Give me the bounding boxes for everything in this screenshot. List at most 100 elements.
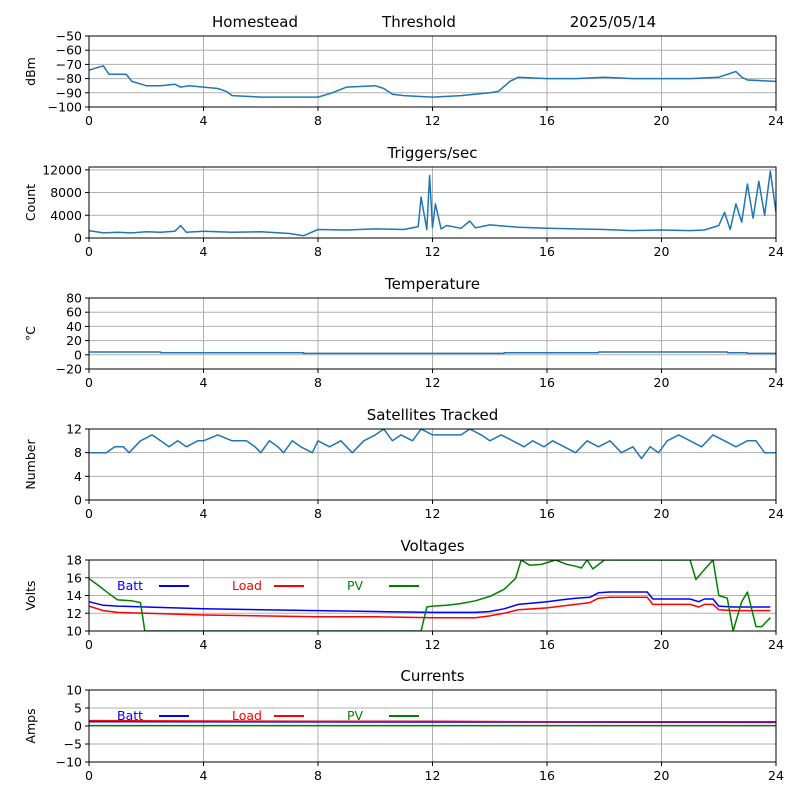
x-tick-label: 8 xyxy=(314,244,322,259)
x-tick-label: 8 xyxy=(314,506,322,521)
x-tick-label: 24 xyxy=(768,375,784,390)
site-name: Homestead xyxy=(212,13,298,31)
x-tick-label: 8 xyxy=(314,768,322,783)
x-tick-label: 12 xyxy=(425,768,441,783)
y-tick-label: −90 xyxy=(56,85,82,100)
y-tick-label: −50 xyxy=(56,29,82,44)
x-tick-label: 0 xyxy=(85,375,93,390)
x-tick-label: 8 xyxy=(314,113,322,128)
legend-label: Load xyxy=(232,578,262,593)
x-tick-label: 24 xyxy=(768,768,784,783)
y-tick-label: 8000 xyxy=(50,185,82,200)
series-line-signal-0 xyxy=(89,65,776,98)
y-axis-label: dBm xyxy=(23,57,38,86)
y-tick-label: 10 xyxy=(66,624,82,639)
y-tick-label: −60 xyxy=(56,43,82,58)
y-tick-label: 8 xyxy=(74,445,82,460)
y-tick-label: 12000 xyxy=(42,162,82,177)
x-tick-label: 16 xyxy=(539,637,555,652)
threshold-label: Threshold xyxy=(381,13,456,31)
y-tick-label: −70 xyxy=(56,57,82,72)
series-line-temperature-0 xyxy=(89,351,776,355)
y-tick-label: −5 xyxy=(64,737,82,752)
chart-title: Satellites Tracked xyxy=(367,406,498,424)
x-tick-label: 12 xyxy=(425,113,441,128)
y-tick-label: 20 xyxy=(66,333,82,348)
chart-signal: 0 4 8 12 16 20 24 −100−90−80−70−60−50 dBm xyxy=(23,29,784,129)
x-tick-label: 0 xyxy=(85,244,93,259)
y-tick-label: 14 xyxy=(66,588,82,603)
x-tick-label: 20 xyxy=(654,768,670,783)
y-tick-label: 60 xyxy=(66,305,82,320)
x-tick-label: 0 xyxy=(85,113,93,128)
y-axis-label: Volts xyxy=(23,580,38,610)
legend: Batt Load PV xyxy=(117,578,419,593)
x-tick-label: 12 xyxy=(425,375,441,390)
legend-label: Batt xyxy=(117,708,143,723)
series-line-pv xyxy=(89,560,771,631)
y-tick-label: 80 xyxy=(66,291,82,306)
y-tick-label: 0 xyxy=(74,347,82,362)
x-tick-label: 0 xyxy=(85,637,93,652)
y-tick-label: 5 xyxy=(74,701,82,716)
x-tick-label: 8 xyxy=(314,637,322,652)
y-tick-label: −10 xyxy=(56,755,82,770)
chart-title: Temperature xyxy=(384,275,480,293)
x-tick-label: 0 xyxy=(85,506,93,521)
legend-label: PV xyxy=(347,708,364,723)
chart-satellites: 0 4 8 12 16 20 24 0 4 8 12 Satellites Tracked Number xyxy=(23,406,784,521)
x-tick-label: 16 xyxy=(539,375,555,390)
series-line-load xyxy=(89,596,771,619)
chart-triggers: 0 4 8 12 16 20 24 0 4000 8000 12000 Triggers/sec Cou… xyxy=(23,144,784,259)
series-line-satellites-0 xyxy=(89,429,776,460)
x-tick-label: 16 xyxy=(539,244,555,259)
y-tick-label: 18 xyxy=(66,553,82,568)
y-tick-label: 4 xyxy=(74,469,82,484)
x-tick-label: 4 xyxy=(200,375,208,390)
y-axis-label: Number xyxy=(23,439,38,490)
x-tick-label: 12 xyxy=(425,506,441,521)
y-tick-label: −100 xyxy=(48,100,82,115)
figure-header: Homestead Threshold 2025/05/14 xyxy=(212,13,656,31)
x-tick-label: 20 xyxy=(654,113,670,128)
x-tick-label: 12 xyxy=(425,244,441,259)
x-tick-label: 20 xyxy=(654,506,670,521)
x-tick-label: 4 xyxy=(200,244,208,259)
x-tick-label: 16 xyxy=(539,768,555,783)
x-tick-label: 4 xyxy=(200,637,208,652)
y-axis-label: Count xyxy=(23,184,38,221)
x-tick-label: 4 xyxy=(200,113,208,128)
y-tick-label: 40 xyxy=(66,319,82,334)
series-line-triggers-0 xyxy=(89,170,776,237)
x-tick-label: 24 xyxy=(768,244,784,259)
date-label: 2025/05/14 xyxy=(570,13,656,31)
series-line-load xyxy=(89,719,776,723)
x-tick-label: 4 xyxy=(200,768,208,783)
x-tick-label: 16 xyxy=(539,506,555,521)
y-tick-label: 4000 xyxy=(50,208,82,223)
chart-currents: 0 4 8 12 16 20 24 −10 −5 0 5 10 Currents Amps Batt Load… xyxy=(23,667,784,783)
y-axis-label: Amps xyxy=(23,708,38,743)
x-tick-label: 24 xyxy=(768,637,784,652)
x-tick-label: 24 xyxy=(768,506,784,521)
legend: Batt Load PV xyxy=(117,708,419,723)
x-tick-label: 0 xyxy=(85,768,93,783)
x-tick-label: 16 xyxy=(539,113,555,128)
y-axis-label: °C xyxy=(23,326,38,341)
chart-title: Currents xyxy=(400,667,464,685)
legend-label: Batt xyxy=(117,578,143,593)
x-tick-label: 24 xyxy=(768,113,784,128)
legend-label: PV xyxy=(347,578,364,593)
y-tick-label: −20 xyxy=(56,362,82,377)
y-tick-label: 0 xyxy=(74,719,82,734)
y-tick-label: 0 xyxy=(74,231,82,246)
y-tick-label: 12 xyxy=(66,606,82,621)
x-tick-label: 4 xyxy=(200,506,208,521)
y-tick-label: 16 xyxy=(66,570,82,585)
x-tick-label: 20 xyxy=(654,244,670,259)
x-tick-label: 20 xyxy=(654,375,670,390)
x-tick-label: 8 xyxy=(314,375,322,390)
